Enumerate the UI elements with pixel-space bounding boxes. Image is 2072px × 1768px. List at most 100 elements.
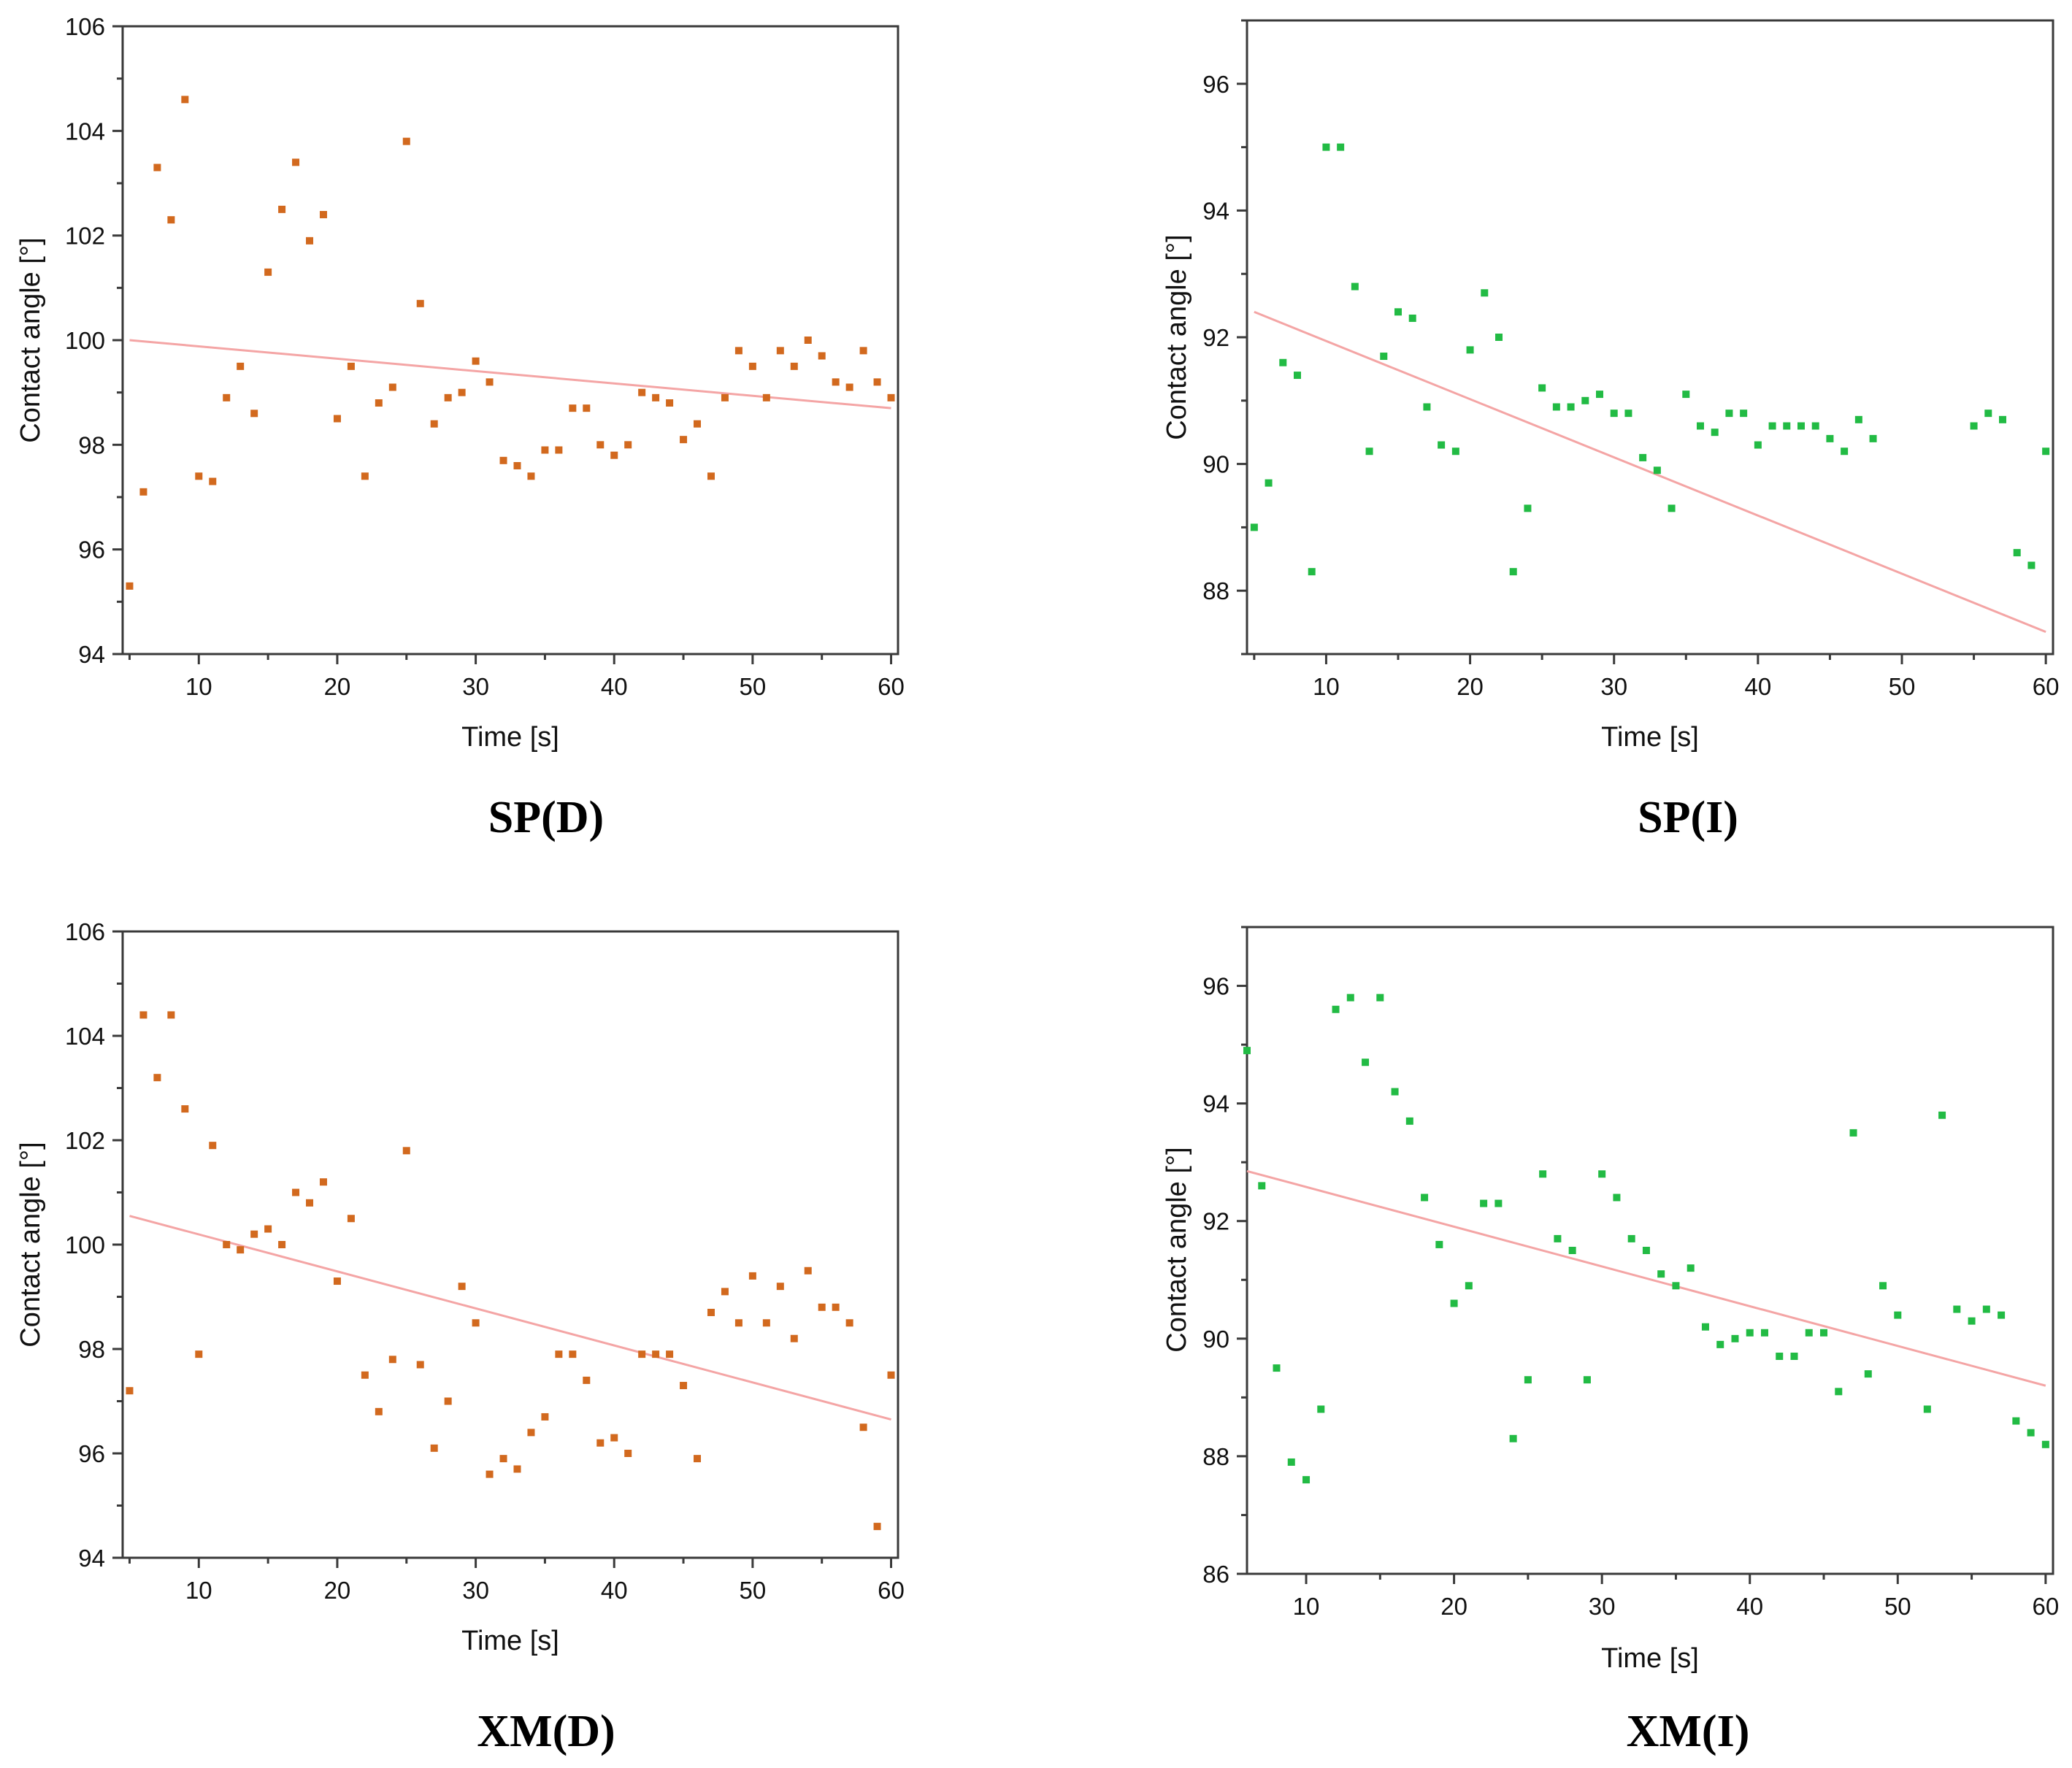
x-axis-label: Time [s]	[461, 722, 559, 753]
chart-panel-xm-d: 10 20 30 40 50 60 94 96 98 100 102 104 106 Time [s] Co…	[15, 918, 905, 1756]
data-point	[1351, 283, 1359, 291]
data-point	[1279, 358, 1287, 366]
data-point	[1672, 1282, 1680, 1290]
data-point	[1250, 523, 1258, 531]
data-point	[1302, 1476, 1311, 1484]
x-tick-label: 60	[2033, 1593, 2060, 1620]
x-tick-label: 50	[740, 1577, 767, 1604]
data-point	[1408, 314, 1416, 322]
x-tick-label: 50	[1889, 673, 1916, 700]
y-tick-label: 96	[1202, 973, 1229, 1000]
data-point	[1494, 1199, 1503, 1207]
y-axis-label: Contact angle [°]	[1162, 1147, 1192, 1352]
data-point	[1317, 1405, 1325, 1413]
data-point	[1999, 415, 2006, 423]
data-point	[887, 393, 895, 401]
data-point	[1423, 403, 1431, 411]
data-point	[347, 1215, 355, 1223]
data-point	[139, 488, 147, 496]
data-point	[1869, 434, 1877, 442]
y-tick-label: 98	[78, 1336, 105, 1363]
data-point	[1539, 1170, 1547, 1178]
data-point	[762, 393, 770, 401]
y-tick-label: 88	[1202, 577, 1229, 604]
data-point	[181, 1105, 189, 1113]
data-point	[1953, 1305, 1961, 1313]
data-point	[680, 1382, 688, 1390]
data-point	[513, 1465, 521, 1473]
data-point	[223, 1241, 231, 1248]
x-tick-label: 40	[1744, 673, 1771, 700]
data-point	[1998, 1311, 2006, 1319]
data-point	[762, 1319, 770, 1327]
data-point	[1273, 1364, 1281, 1372]
data-point	[361, 1371, 369, 1379]
data-point	[1362, 1058, 1370, 1066]
data-point	[264, 268, 272, 276]
data-point	[278, 1241, 286, 1248]
data-point	[499, 1455, 507, 1463]
data-point	[873, 1523, 881, 1531]
data-point	[333, 1277, 341, 1285]
data-point	[416, 1361, 424, 1369]
x-tick-label: 10	[1313, 673, 1340, 700]
data-point	[250, 1230, 258, 1238]
data-point	[1509, 568, 1517, 576]
y-tick-label: 96	[1202, 71, 1229, 98]
data-point	[1783, 422, 1791, 430]
y-tick-label: 94	[78, 1545, 105, 1572]
x-tick-label: 20	[1440, 1593, 1467, 1620]
data-point	[278, 205, 286, 213]
data-point	[1610, 410, 1618, 418]
panel-caption: XM(D)	[477, 1707, 615, 1756]
data-point	[402, 137, 410, 145]
y-tick-label: 102	[65, 1127, 105, 1154]
y-tick-label: 94	[1202, 1091, 1229, 1118]
x-tick-label: 50	[740, 673, 767, 700]
data-point	[1668, 504, 1676, 512]
data-point	[1740, 410, 1748, 418]
data-point	[1365, 447, 1373, 456]
data-point	[1308, 568, 1316, 576]
data-point	[652, 393, 660, 401]
x-tick-label: 60	[878, 1577, 905, 1604]
x-tick-label: 30	[462, 1577, 489, 1604]
data-point	[1841, 447, 1849, 456]
y-tick-label: 96	[78, 537, 105, 564]
data-point	[845, 1319, 853, 1327]
data-point	[1451, 447, 1459, 456]
data-point	[513, 462, 521, 469]
x-axis-label: Time [s]	[1601, 722, 1699, 753]
data-point	[1746, 1329, 1754, 1337]
data-point	[1480, 1199, 1488, 1207]
data-point	[1864, 1370, 1872, 1378]
data-point	[541, 446, 549, 454]
y-tick-label: 90	[1202, 1326, 1229, 1353]
data-point	[527, 1429, 535, 1437]
data-point	[2012, 1417, 2020, 1425]
data-point	[361, 472, 369, 480]
y-tick-label: 104	[65, 1023, 105, 1050]
x-tick-label: 10	[185, 673, 212, 700]
data-point	[1391, 1088, 1399, 1096]
data-point	[430, 420, 438, 428]
data-point	[181, 96, 189, 104]
data-point	[1854, 415, 1862, 423]
data-point	[195, 472, 203, 480]
fit-line	[1254, 310, 2046, 634]
data-point	[1797, 422, 1805, 430]
data-point	[1394, 308, 1402, 316]
x-tick-label: 40	[601, 1577, 628, 1604]
x-tick-label: 60	[878, 673, 905, 700]
data-point	[264, 1225, 272, 1233]
panel-caption: XM(I)	[1627, 1707, 1750, 1756]
data-point	[1968, 1317, 1976, 1325]
data-point	[1811, 422, 1819, 430]
data-point	[804, 1267, 812, 1275]
data-point	[2013, 549, 2021, 557]
x-tick-label: 10	[1293, 1593, 1320, 1620]
data-point	[444, 393, 452, 401]
data-point	[458, 1283, 466, 1291]
data-point	[333, 415, 341, 423]
data-point	[680, 436, 688, 444]
